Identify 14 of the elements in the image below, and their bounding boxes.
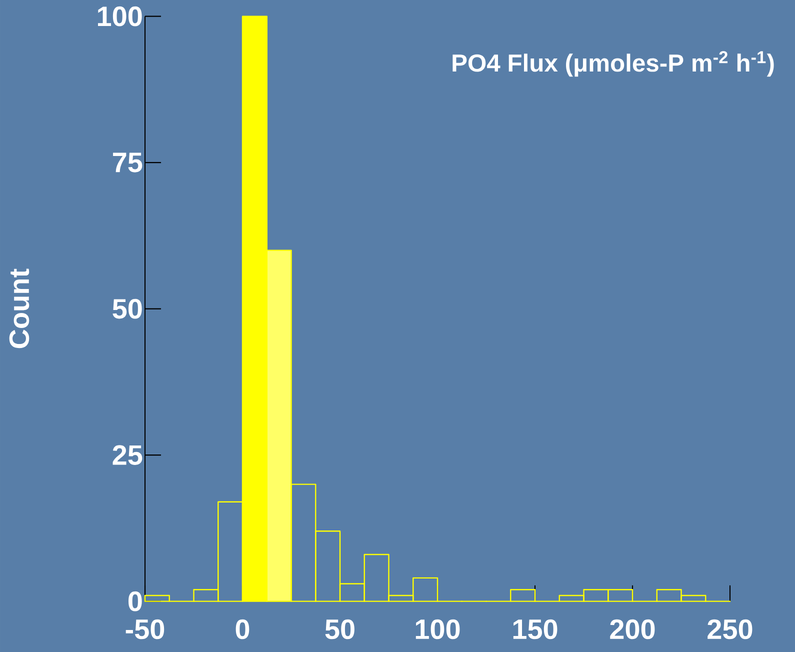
x-tick-label: 100 [416, 619, 460, 640]
x-tick-label: 50 [325, 619, 354, 640]
x-tick-label: 150 [513, 619, 558, 640]
x-tick-label: -50 [126, 619, 164, 640]
y-tick-label: 0 [128, 591, 142, 612]
y-tick-label: 25 [112, 445, 142, 465]
x-tick-label: 0 [236, 619, 250, 640]
x-tick-label: 200 [610, 619, 655, 640]
y-axis-title: Count [9, 268, 30, 348]
y-tick-label: 100 [98, 6, 142, 26]
text: PO4 Flux (μmoles-P m$^{-2}$ h$^{-1}$) [452, 51, 774, 77]
y-tick-label: 50 [112, 298, 142, 319]
x-tick-label: 250 [708, 619, 752, 640]
y-tick-label: 75 [113, 152, 142, 172]
